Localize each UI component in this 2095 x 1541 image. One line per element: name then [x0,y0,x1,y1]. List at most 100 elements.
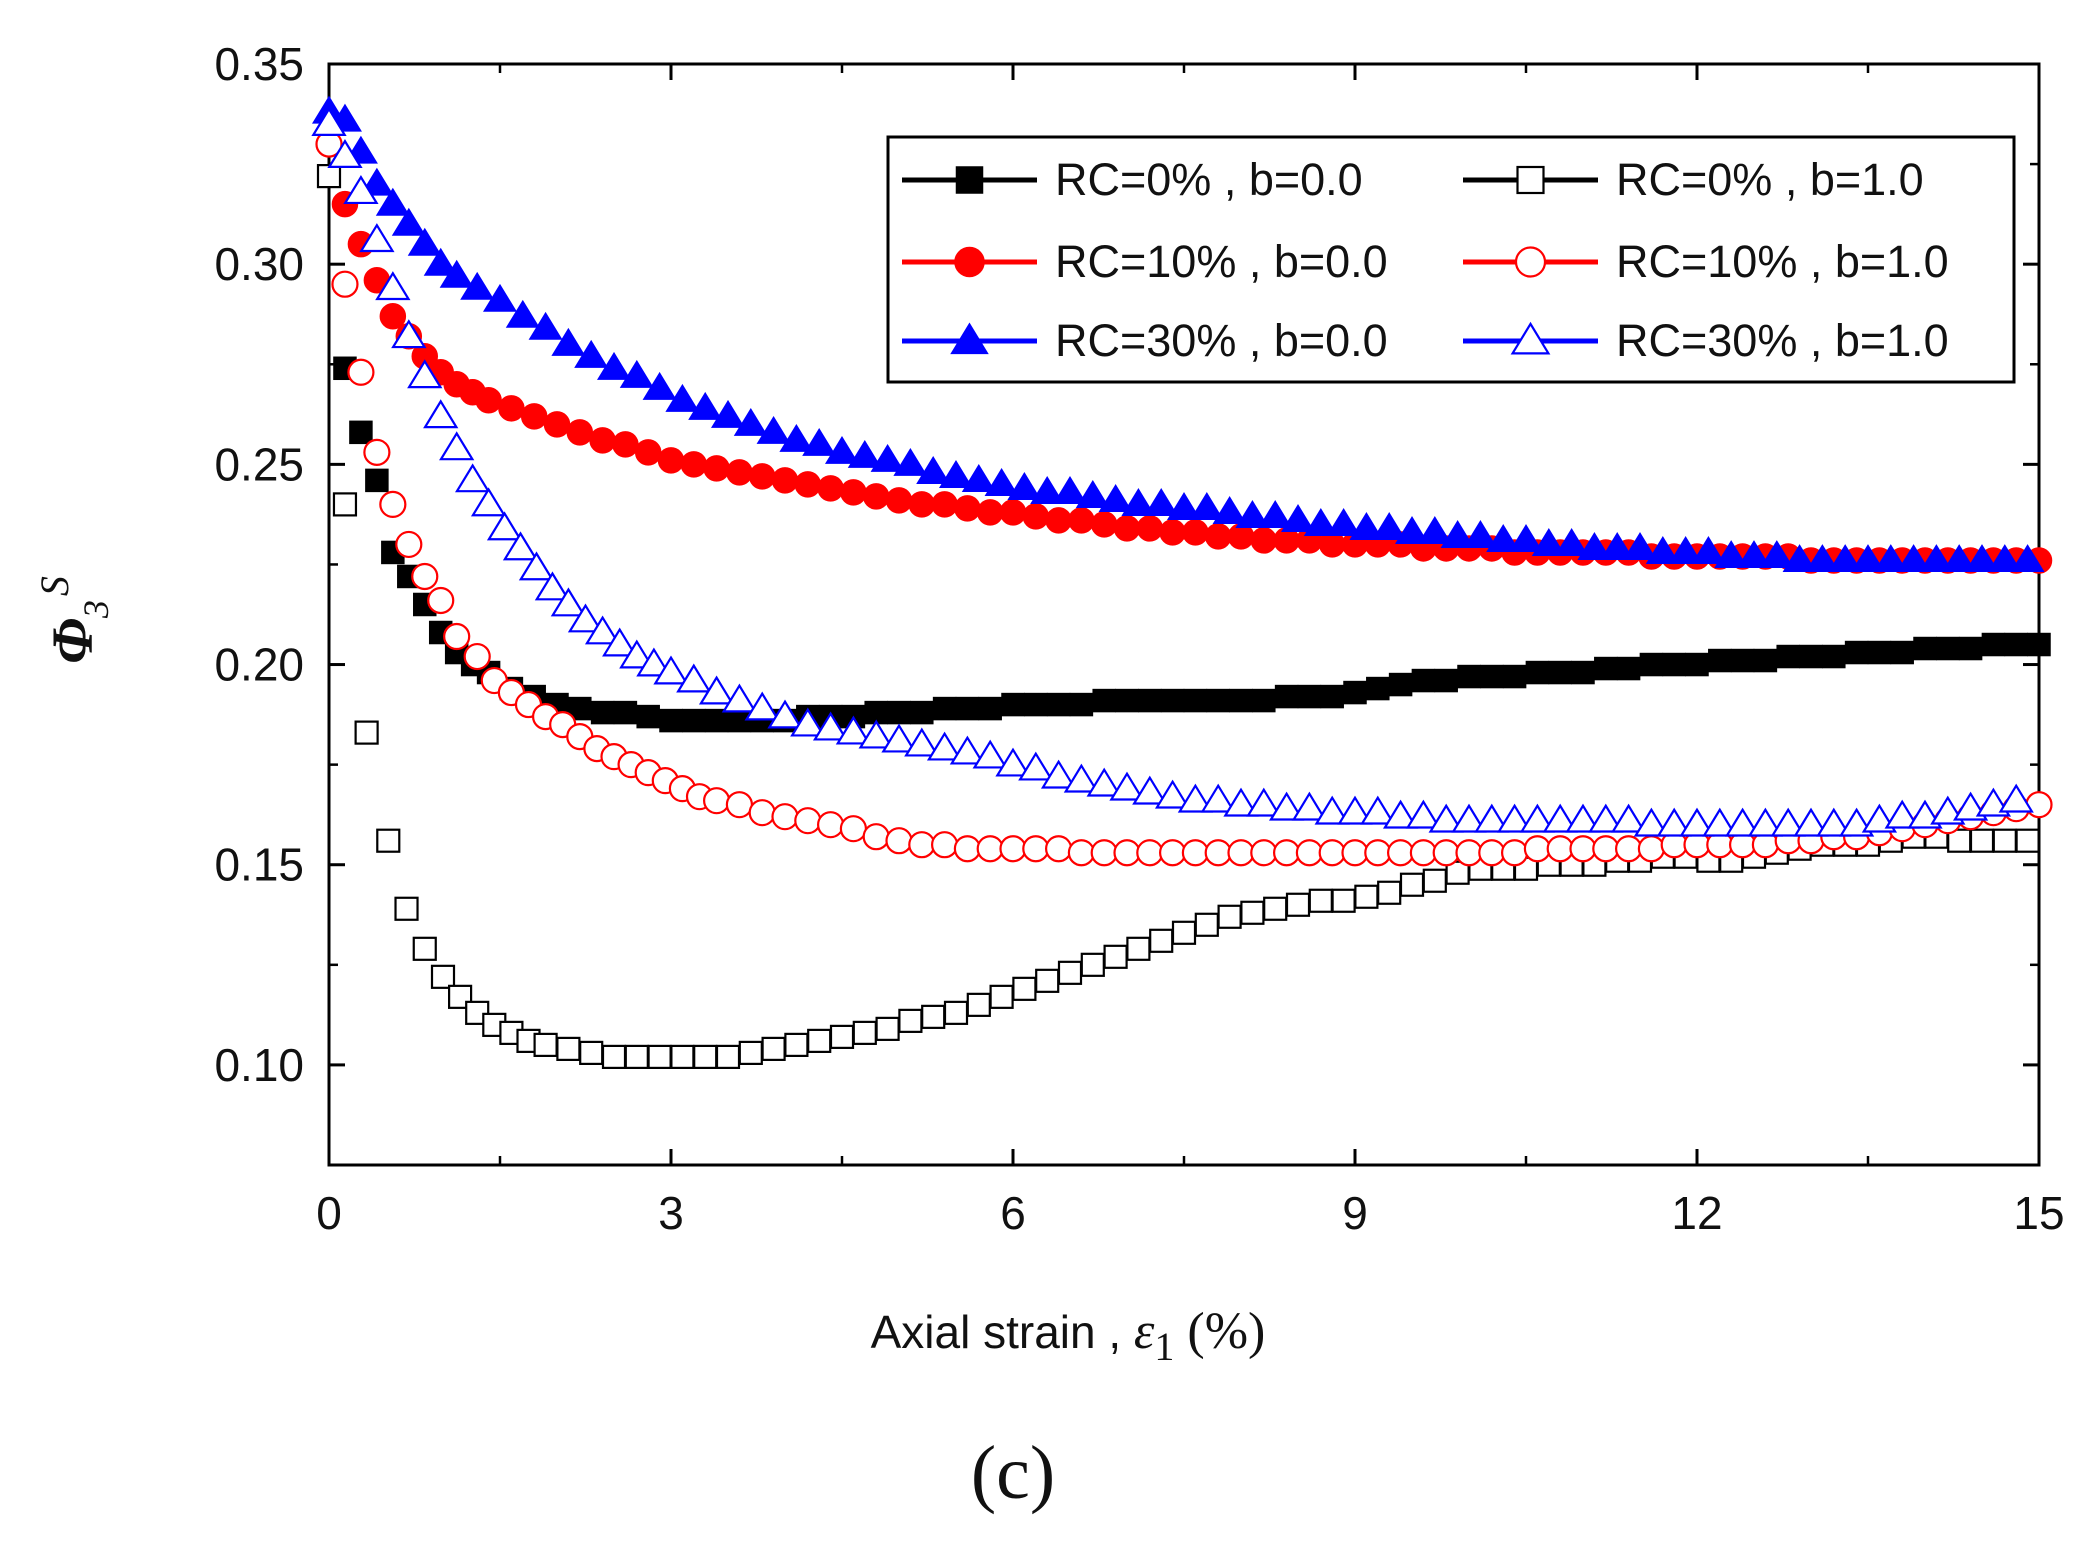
data-point [1409,839,1438,867]
data-point [2010,544,2045,573]
legend: RC=0% , b=0.0 RC=0% , b=1.0 RC=10% , b=0.0… [886,135,2016,384]
data-point [771,803,799,831]
data-point [721,683,758,713]
series-group [311,95,2045,573]
data-point [1382,799,1419,829]
legend-marker [955,166,984,194]
data-point [1610,803,1647,833]
data-point [1320,684,1344,709]
data-point [953,835,982,863]
data-point [613,700,638,725]
data-point [1998,783,2034,813]
legend-item: RC=10% , b=1.0 [1463,236,1949,287]
data-point [1217,904,1242,929]
data-point [1548,660,1572,685]
data-point [534,571,571,601]
data-point [463,642,491,671]
data-point [682,708,706,733]
data-point [379,490,407,518]
data-point [703,455,730,482]
data-point [1318,839,1346,867]
x-tick-label: 6 [1000,1187,1026,1239]
data-point [1480,664,1504,689]
data-point [439,259,474,288]
data-point [744,691,780,721]
data-point [1502,664,1527,689]
data-point [343,175,379,205]
data-point [1171,920,1197,945]
data-point [761,1036,786,1061]
data-point [1753,648,1778,673]
data-point [932,696,957,721]
data-point [430,964,456,989]
data-point [1206,688,1230,713]
data-point [1068,507,1095,534]
x-tick-label: 3 [658,1187,684,1239]
data-point [930,831,959,859]
data-point [379,302,407,330]
data-point [1455,839,1483,867]
data-point [1981,632,2006,657]
data-point [1992,828,2017,853]
data-point [999,499,1027,526]
data-point [1500,839,1529,867]
data-point [893,447,928,476]
data-point [1594,656,1618,681]
data-point [1044,835,1073,863]
legend-label: RC=0% , b=0.0 [1055,154,1363,205]
data-point [1417,516,1452,544]
data-point [989,984,1014,1009]
data-point [411,562,439,591]
data-point [1799,644,1823,669]
data-point [1149,928,1174,953]
data-point [1942,544,1977,573]
legend-marker [1516,165,1545,195]
data-point [653,655,689,685]
data-point [1007,472,1042,500]
data-point [533,1032,558,1057]
series-group [311,106,2034,837]
data-point [316,164,342,189]
data-point [1200,783,1236,813]
y-axis-label-symbol: Φ [40,618,105,664]
x-tick-label: 0 [316,1187,342,1239]
data-point [1434,668,1458,693]
data-point [1138,688,1162,713]
data-point [1297,684,1322,709]
data-point [1252,688,1276,713]
data-point [331,270,359,298]
data-point [1399,872,1425,897]
data-point [354,720,379,745]
data-point [1422,868,1447,893]
data-point [1386,839,1415,867]
x-tick-label: 9 [1342,1187,1368,1239]
data-point [1759,540,1794,569]
data-point [870,443,905,472]
data-point [375,187,410,216]
data-point [1160,688,1185,713]
data-point [1183,688,1208,713]
y-axis-label: Φ3 S [32,576,116,664]
data-point [1372,512,1407,540]
data-point [624,1044,649,1070]
data-point [943,1000,969,1025]
data-point [1428,803,1464,833]
x-tick-label: 15 [2013,1187,2064,1239]
y-tick-label: 0.25 [214,438,304,490]
data-point [1496,803,1533,833]
data-point [1046,692,1071,717]
data-point [1577,532,1612,561]
data-point [1360,795,1396,825]
data-point [1805,544,1840,573]
legend-marker [1510,321,1551,355]
data-point [748,799,776,827]
data-point [566,419,594,446]
data-point [612,431,639,458]
data-point [1474,803,1510,833]
data-point [1092,688,1116,713]
data-point [995,747,1031,777]
data-point [1867,640,1892,665]
data-point [1377,880,1402,905]
data-point [1546,835,1574,863]
data-point [1067,839,1096,867]
